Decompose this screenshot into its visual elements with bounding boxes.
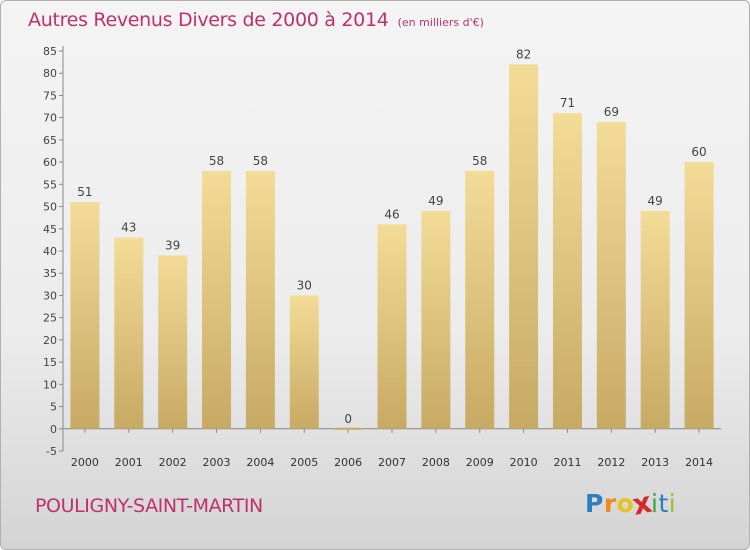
logo-letter: r <box>603 489 617 518</box>
x-tick-label: 2006 <box>334 456 362 469</box>
bar-value-label: 71 <box>560 96 575 110</box>
logo-letter: P <box>585 489 604 518</box>
y-tick-label: 85 <box>43 45 57 58</box>
bar-value-label: 49 <box>648 194 663 208</box>
bar <box>158 255 188 429</box>
chart-bars <box>70 64 714 430</box>
y-tick-label: 20 <box>43 334 57 347</box>
bar-value-label: 51 <box>77 185 92 199</box>
bar <box>289 295 319 429</box>
y-tick-label: 10 <box>43 378 57 391</box>
bar <box>377 224 407 429</box>
x-tick-label: 2007 <box>378 456 406 469</box>
bar <box>114 237 144 429</box>
y-tick-label: 15 <box>43 356 57 369</box>
logo-letter: t <box>658 489 669 518</box>
bar <box>465 171 495 429</box>
bar <box>202 171 232 429</box>
proxiti-logo[interactable]: Proxiti <box>585 485 677 522</box>
bar-value-label: 0 <box>344 412 352 426</box>
bar <box>70 202 100 429</box>
bar <box>421 211 451 429</box>
bar-value-label: 58 <box>253 154 268 168</box>
x-tick-label: 2002 <box>159 456 187 469</box>
bar <box>684 162 714 429</box>
logo-letter: o <box>616 489 635 518</box>
y-tick-label: 65 <box>43 134 57 147</box>
bar-value-label: 43 <box>121 221 136 235</box>
x-tick-label: 2008 <box>422 456 450 469</box>
bar-value-label: 39 <box>165 238 180 252</box>
y-tick-label: 75 <box>43 89 57 102</box>
chart-subtitle: (en milliers d'€) <box>397 16 484 29</box>
x-tick-label: 2001 <box>115 456 143 469</box>
y-tick-label: 40 <box>43 245 57 258</box>
bar-value-label: 30 <box>297 278 312 292</box>
bar-value-label: 46 <box>384 207 399 221</box>
bar <box>509 64 539 429</box>
y-tick-label: 55 <box>43 178 57 191</box>
y-tick-label: 25 <box>43 312 57 325</box>
x-tick-label: 2010 <box>510 456 538 469</box>
y-tick-label: 60 <box>43 156 57 169</box>
x-tick-label: 2013 <box>641 456 669 469</box>
logo-letter: i <box>668 489 677 518</box>
logo-letter: i <box>651 489 659 518</box>
bar <box>596 122 626 429</box>
y-tick-label: 5 <box>50 401 57 414</box>
y-tick-label: -5 <box>46 445 57 458</box>
bar-value-label: 69 <box>604 105 619 119</box>
y-tick-label: 70 <box>43 112 57 125</box>
x-tick-label: 2011 <box>553 456 581 469</box>
x-tick-label: 2005 <box>290 456 318 469</box>
y-tick-label: 80 <box>43 67 57 80</box>
y-tick-label: 35 <box>43 267 57 280</box>
chart-title-block: Autres Revenus Divers de 2000 à 2014 (en… <box>28 9 484 31</box>
x-tick-label: 2000 <box>71 456 99 469</box>
x-tick-label: 2004 <box>246 456 274 469</box>
bar <box>552 113 582 429</box>
x-tick-label: 2009 <box>466 456 494 469</box>
bar-value-label: 60 <box>691 145 706 159</box>
bar-value-label: 58 <box>472 154 487 168</box>
chart-title: Autres Revenus Divers de 2000 à 2014 <box>28 9 389 31</box>
y-tick-label: 45 <box>43 223 57 236</box>
y-tick-label: 50 <box>43 201 57 214</box>
y-tick-label: 30 <box>43 289 57 302</box>
location-name: POULIGNY-SAINT-MARTIN <box>35 495 263 517</box>
chart-value-labels: 51 43 39 58 58 30 0 46 49 58 82 71 69 49 60 <box>77 47 706 425</box>
bar-value-label: 49 <box>428 194 443 208</box>
y-tick-label: 0 <box>50 423 57 436</box>
bar <box>640 211 670 429</box>
x-tick-label: 2003 <box>203 456 231 469</box>
bar-value-label: 58 <box>209 154 224 168</box>
bar <box>245 171 275 429</box>
bar-value-label: 82 <box>516 47 531 61</box>
x-tick-label: 2012 <box>597 456 625 469</box>
x-tick-label: 2014 <box>685 456 713 469</box>
